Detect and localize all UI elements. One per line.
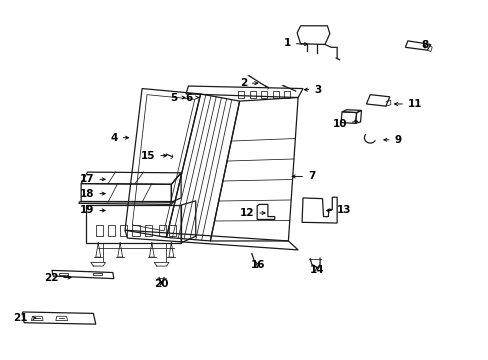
- Text: 12: 12: [239, 208, 264, 218]
- Text: 10: 10: [332, 119, 357, 129]
- Text: 15: 15: [141, 150, 166, 161]
- Text: 9: 9: [383, 135, 401, 145]
- Text: 13: 13: [325, 206, 351, 216]
- Text: 14: 14: [309, 265, 324, 275]
- Text: 18: 18: [80, 189, 105, 199]
- Text: 20: 20: [154, 279, 168, 289]
- Text: 6: 6: [184, 93, 198, 103]
- Text: 19: 19: [80, 206, 105, 216]
- Text: 8: 8: [421, 40, 427, 50]
- Text: 7: 7: [291, 171, 315, 181]
- Text: 1: 1: [283, 39, 307, 48]
- Text: 5: 5: [170, 93, 184, 103]
- Text: 2: 2: [239, 78, 257, 88]
- Text: 16: 16: [250, 260, 264, 270]
- Text: 11: 11: [394, 99, 422, 109]
- Text: 4: 4: [110, 133, 128, 143]
- Text: 17: 17: [80, 174, 105, 184]
- Text: 3: 3: [304, 85, 321, 95]
- Text: 21: 21: [13, 313, 36, 323]
- Text: 22: 22: [43, 273, 71, 283]
